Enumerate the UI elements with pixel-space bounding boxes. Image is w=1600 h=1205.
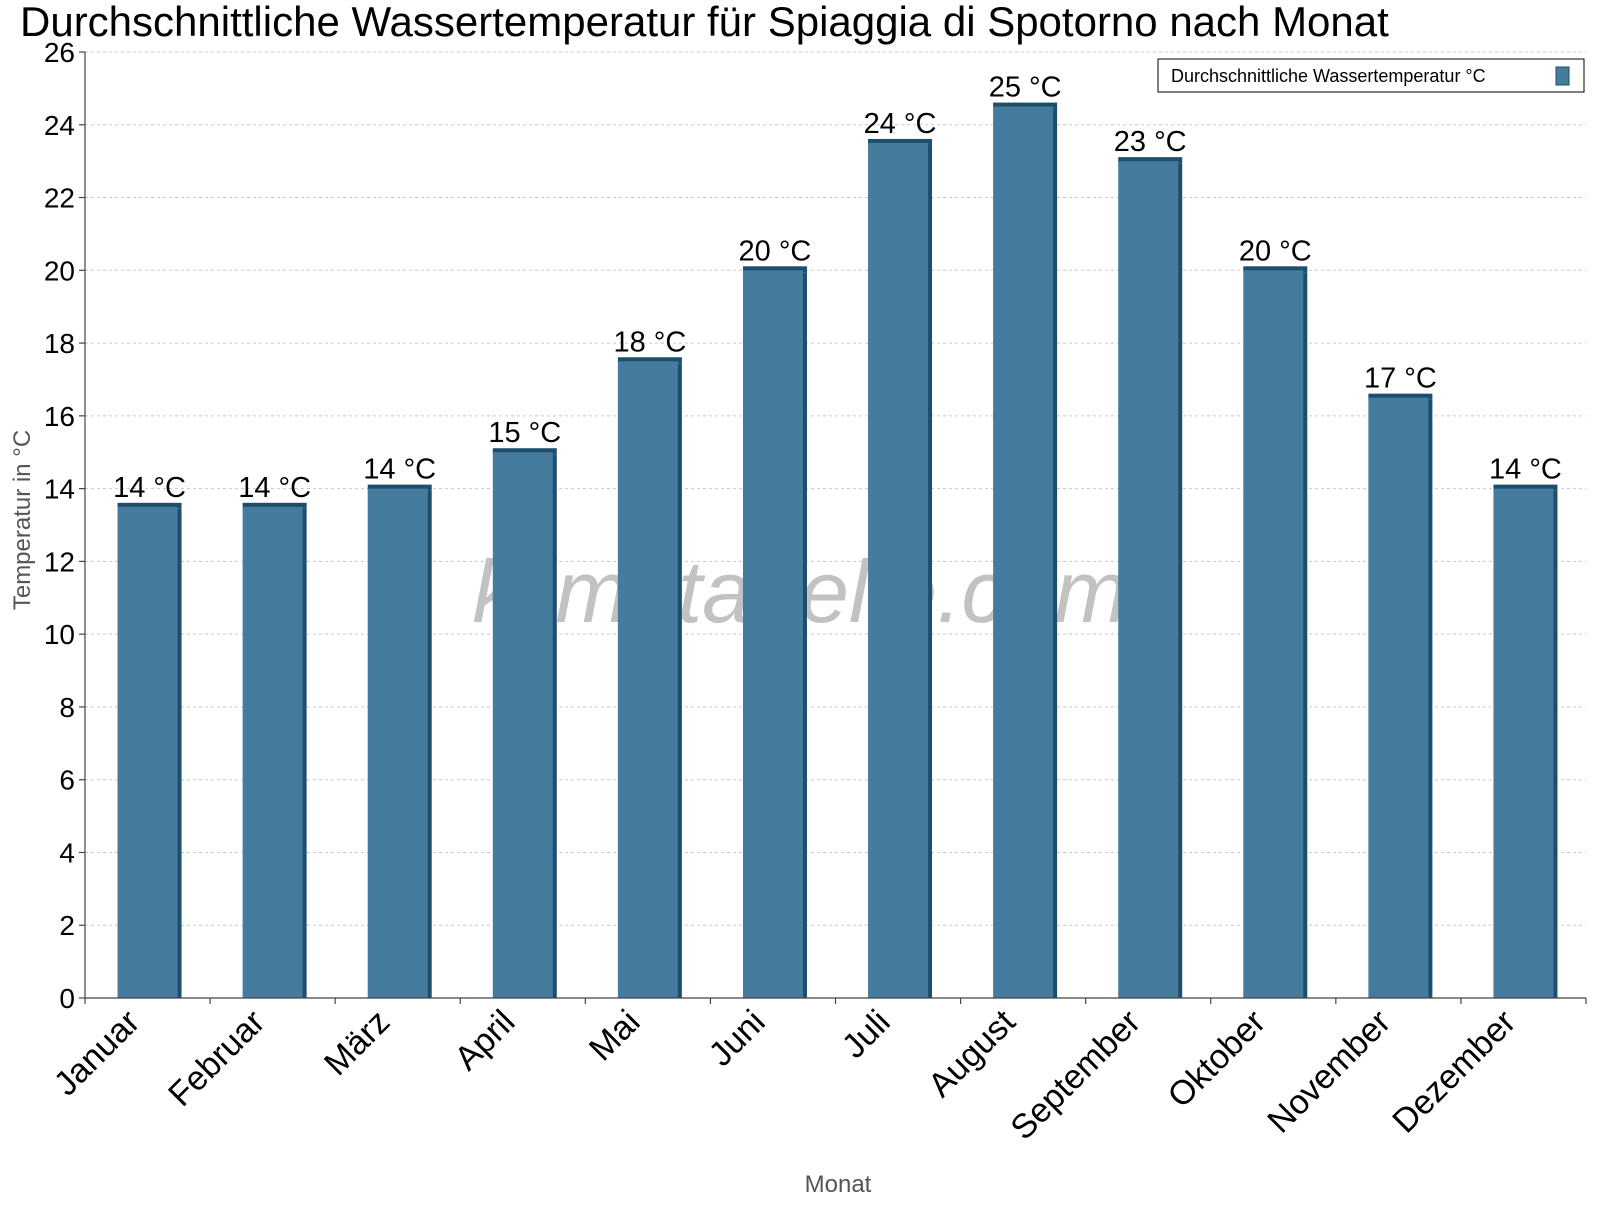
y-tick-label: 16 [44,401,75,432]
y-tick-label: 8 [59,692,75,723]
bar-side [1301,272,1308,998]
x-tick-label: Dezember [1385,1003,1523,1141]
bar-top [1493,484,1558,491]
y-tick-label: 18 [44,328,75,359]
bar-top [1243,266,1308,273]
bar-side [550,454,557,998]
legend: Durchschnittliche Wassertemperatur °C [1157,58,1585,93]
bar [367,488,428,998]
bar-top [117,502,182,509]
data-label: 14 °C [238,472,311,504]
bar-top [993,102,1058,109]
y-tick-label: 26 [44,37,75,68]
data-label: 24 °C [864,108,937,140]
x-tick-label: Juli [835,1003,898,1066]
bar [1243,270,1304,998]
bar-side [675,363,682,998]
x-tick-label: Februar [161,1003,272,1114]
bar-top [617,357,682,364]
bar-side [425,490,432,998]
bar [868,142,929,998]
bar [1493,488,1554,998]
y-tick-label: 12 [44,546,75,577]
bar-side [1176,163,1183,999]
y-tick-label: 22 [44,183,75,214]
bar [993,106,1054,999]
data-label: 14 °C [363,454,436,486]
y-tick-label: 20 [44,255,75,286]
x-tick-label: Januar [47,1003,147,1103]
y-tick-label: 4 [59,837,75,868]
bar-top [742,266,807,273]
y-axis-title: Temperatur in °C [9,430,36,610]
data-label: 20 °C [739,235,812,267]
data-label: 25 °C [989,72,1062,104]
bar-side [926,144,933,998]
bar-side [175,508,182,998]
data-label: 17 °C [1364,363,1437,395]
data-label: 18 °C [613,326,686,358]
y-tick-label: 24 [44,110,75,141]
bar-side [800,272,807,998]
data-label: 14 °C [113,472,186,504]
y-tick-label: 2 [59,910,75,941]
x-tick-label: November [1260,1003,1398,1141]
x-axis-title: Monat [805,1171,872,1198]
x-tick-label: August [921,1002,1023,1104]
data-label: 23 °C [1114,126,1187,158]
chart-title: Durchschnittliche Wassertemperatur für S… [20,0,1389,45]
legend-label: Durchschnittliche Wassertemperatur °C [1171,66,1486,86]
bar-top [1368,393,1433,400]
bar-top [367,484,432,491]
x-tick-label: September [1003,1003,1147,1147]
bar [117,506,178,998]
bar-top [492,448,557,455]
bar [617,361,678,998]
y-tick-label: 14 [44,474,75,505]
data-label: 15 °C [488,417,561,449]
bar-top [1118,157,1183,164]
bar [1368,397,1429,999]
bar-top [868,138,933,145]
bar-side [1551,490,1558,998]
x-tick-label: Oktober [1161,1003,1273,1115]
bars [117,102,1558,999]
bar-side [300,508,307,998]
data-label: 20 °C [1239,235,1312,267]
bar [742,270,803,998]
legend-box [1157,58,1585,93]
bar [1118,161,1179,999]
data-label: 14 °C [1489,454,1562,486]
x-tick-label: Mai [582,1003,648,1069]
data-labels: 14 °C 14 °C 14 °C 15 °C 18 °C 20 °C 24 °C 25 °C… [113,72,1562,504]
bar-side [1426,399,1433,999]
y-tick-label: 0 [59,983,75,1014]
y-tick-label: 6 [59,765,75,796]
bar [492,452,553,998]
x-tick-label: April [447,1003,522,1078]
grid-lines [85,51,1586,926]
x-tick-label: Juni [702,1003,773,1074]
y-tick-label: 10 [44,619,75,650]
bar [242,506,303,998]
legend-swatch [1555,66,1570,86]
x-tick-label: März [317,1003,397,1083]
bar-top [242,502,307,509]
bar-side [1051,108,1058,999]
